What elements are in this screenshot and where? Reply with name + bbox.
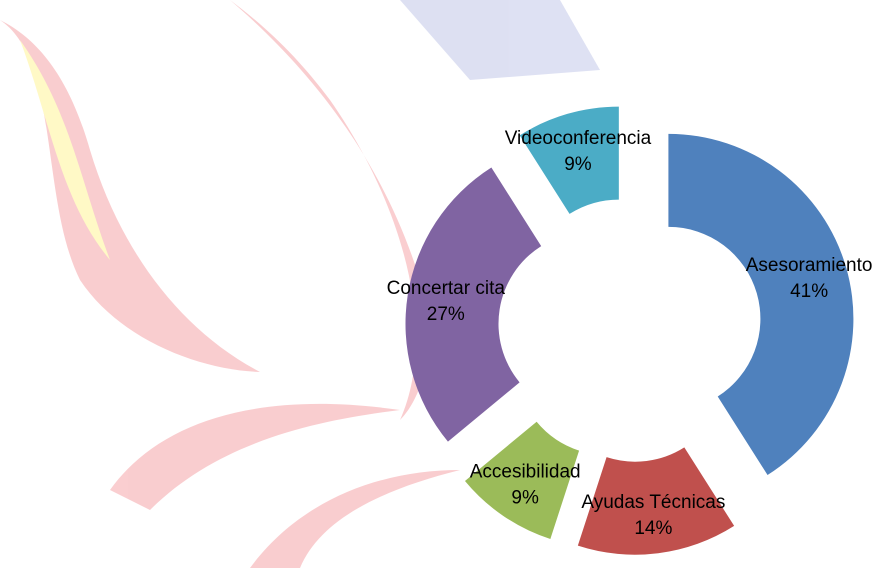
value-label: 41% xyxy=(790,281,828,302)
slice-label: Concertar cita xyxy=(387,278,506,299)
value-label: 9% xyxy=(564,154,592,175)
page: Asesoramiento 41% Ayudas Técnicas 14% Accesi… xyxy=(0,0,886,568)
value-label: 27% xyxy=(427,304,465,325)
slice xyxy=(668,134,853,475)
slice-label: Videoconferencia xyxy=(505,128,652,149)
chart: Asesoramiento 41% Ayudas Técnicas 14% Accesi… xyxy=(0,0,886,568)
slice-label: Asesoramiento xyxy=(746,255,873,276)
slice-label: Ayudas Técnicas xyxy=(581,492,725,513)
value-label: 14% xyxy=(634,518,672,539)
slice-label: Accesibilidad xyxy=(470,461,581,482)
value-label: 9% xyxy=(511,487,539,508)
